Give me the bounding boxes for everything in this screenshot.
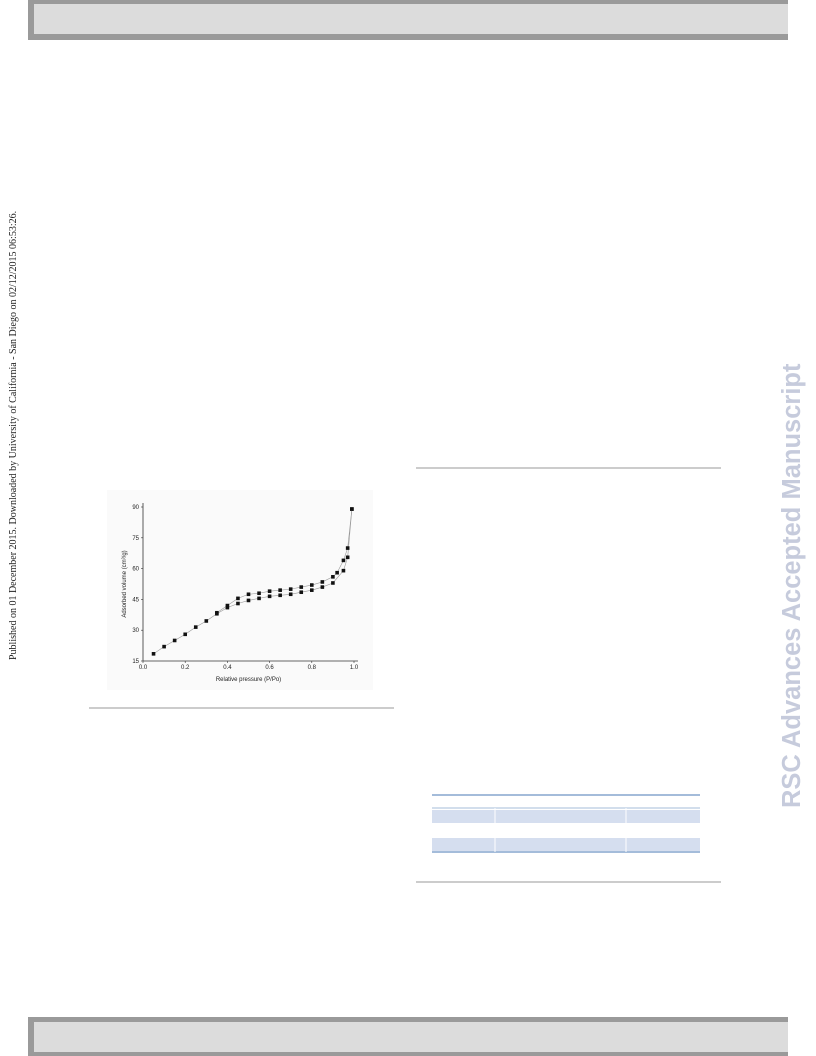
point xyxy=(162,644,166,649)
table-row xyxy=(432,838,700,851)
point xyxy=(267,589,272,593)
y-tick-label: 75 xyxy=(132,536,139,542)
point xyxy=(246,592,251,597)
point xyxy=(288,592,293,597)
point xyxy=(335,570,339,575)
y-tick-label: 60 xyxy=(132,567,139,573)
footer-bar-inner xyxy=(34,1022,788,1052)
y-tick-label: 45 xyxy=(132,597,139,603)
point xyxy=(345,555,350,560)
y-tick-label: 90 xyxy=(132,505,139,511)
point xyxy=(236,596,240,601)
point xyxy=(267,594,272,599)
point xyxy=(225,603,230,608)
point xyxy=(341,558,346,563)
x-tick-label: 0.4 xyxy=(223,665,232,671)
point xyxy=(299,585,304,589)
point xyxy=(193,625,198,629)
point xyxy=(310,583,314,587)
x-tick-label: 0.2 xyxy=(181,665,190,671)
point xyxy=(278,588,282,592)
y-tick-label: 15 xyxy=(132,659,139,665)
point xyxy=(310,588,314,592)
point xyxy=(151,652,156,656)
x-tick-label: 0.6 xyxy=(265,665,274,671)
point xyxy=(299,590,304,595)
point xyxy=(320,585,325,589)
point xyxy=(257,591,261,596)
figure-bg xyxy=(107,490,373,690)
point xyxy=(345,546,350,550)
point xyxy=(172,638,177,643)
x-tick-label: 0.0 xyxy=(139,665,148,671)
point xyxy=(320,580,325,584)
table-row xyxy=(432,810,700,823)
point xyxy=(278,593,282,598)
y-axis-label: Adsorbed volume (cm³/g) xyxy=(122,550,128,617)
watermark: RSC Advances Accepted Manuscript xyxy=(778,363,806,808)
x-tick-label: 1.0 xyxy=(350,665,359,671)
x-axis-label: Relative pressure (P/Po) xyxy=(216,677,281,683)
x-tick-label: 0.8 xyxy=(308,665,317,671)
point xyxy=(236,601,240,606)
chart: 0.0 0.2 0.4 0.6 0.8 1.0 15 30 45 60 75 90 Relative p… xyxy=(122,503,359,683)
point xyxy=(341,568,346,573)
point xyxy=(257,596,261,601)
point xyxy=(350,507,354,511)
point xyxy=(331,581,335,585)
point xyxy=(225,605,230,610)
point xyxy=(288,587,293,591)
series-line xyxy=(216,509,353,613)
header-bar-inner xyxy=(34,4,788,34)
point xyxy=(246,598,251,603)
side-note: Published on 01 December 2015. Downloade… xyxy=(8,211,19,660)
y-tick-label: 30 xyxy=(132,628,139,634)
point xyxy=(183,632,187,637)
point xyxy=(215,610,219,615)
point xyxy=(331,575,335,579)
point xyxy=(204,619,209,623)
